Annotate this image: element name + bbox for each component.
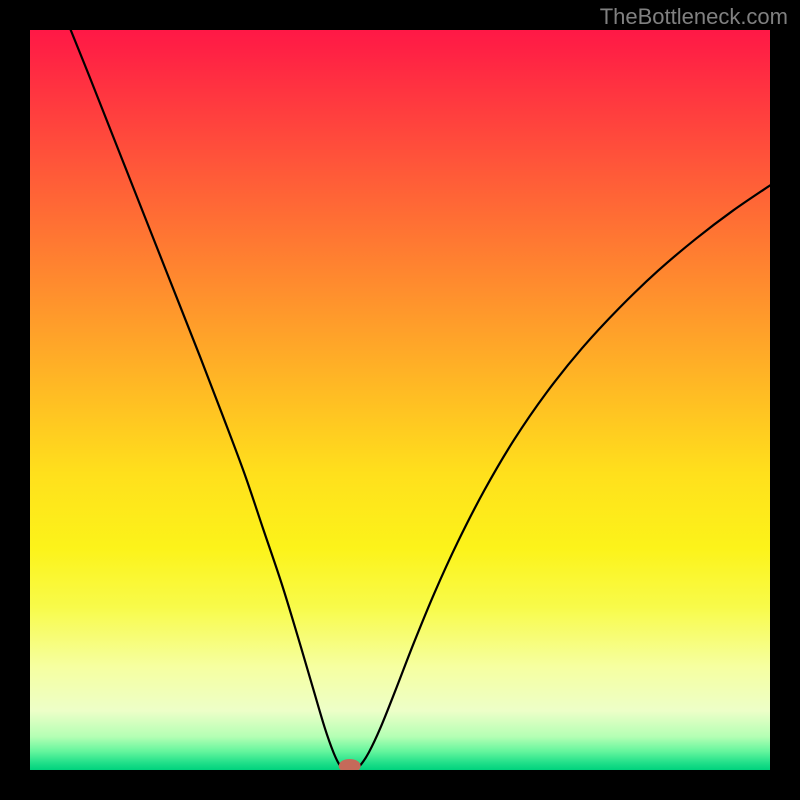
chart-svg [30,30,770,770]
chart-frame: TheBottleneck.com [0,0,800,800]
gradient-background [30,30,770,770]
plot-area [30,30,770,770]
watermark-text: TheBottleneck.com [600,4,788,30]
